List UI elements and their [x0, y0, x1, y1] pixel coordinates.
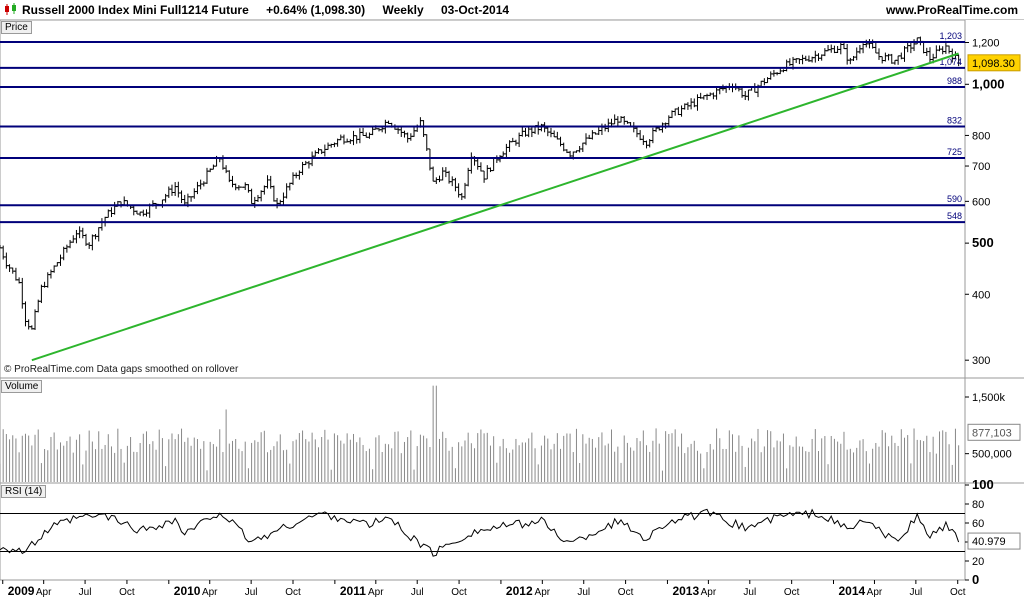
instrument-name: Russell 2000 Index Mini Full1214 Future	[22, 3, 249, 17]
x-axis-label: Jul	[245, 587, 258, 598]
x-axis-label: Apr	[202, 587, 218, 598]
rsi-axis-label: 100	[972, 477, 994, 492]
chart-date: 03-Oct-2014	[441, 3, 510, 17]
last-rsi-box	[967, 532, 1021, 550]
chart-title: Russell 2000 Index Mini Full1214 Future …	[22, 3, 523, 17]
level-label: 590	[947, 194, 962, 204]
price-panel-label[interactable]: Price	[1, 21, 32, 34]
last-volume-box	[967, 423, 1021, 441]
x-axis-label: Jul	[909, 587, 922, 598]
price-axis-label: 1,000	[972, 76, 1005, 91]
level-label: 1,074	[939, 57, 962, 67]
x-axis-label: Apr	[535, 587, 551, 598]
price-axis-label: 300	[972, 355, 990, 367]
x-axis-label: 2010	[174, 584, 201, 598]
rsi-axis-label: 0	[972, 572, 979, 587]
level-label: 725	[947, 147, 962, 157]
x-axis-label: Apr	[701, 587, 717, 598]
x-axis-label: Jul	[411, 587, 424, 598]
volume-axis-label: 1,500k	[972, 392, 1006, 404]
x-axis-label: Jul	[743, 587, 756, 598]
x-axis-label: Apr	[36, 587, 52, 598]
price-change: +0.64% (1,098.30)	[266, 3, 366, 17]
candlestick-logo-icon	[5, 3, 16, 15]
last-volume-value: 877,103	[972, 427, 1012, 439]
x-axis-label: Apr	[867, 587, 883, 598]
last-price-value: 1,098.30	[972, 58, 1015, 70]
price-axis-label: 800	[972, 130, 990, 142]
x-axis-label: Oct	[784, 587, 800, 598]
x-axis-label: 2012	[506, 584, 533, 598]
rsi-panel-label[interactable]: RSI (14)	[1, 485, 47, 498]
volume-panel-label[interactable]: Volume	[1, 380, 43, 393]
rsi-line	[0, 508, 960, 557]
x-axis-label: Jul	[79, 587, 92, 598]
x-axis-label: Oct	[618, 587, 634, 598]
x-axis-label: 2013	[672, 584, 699, 598]
timeframe[interactable]: Weekly	[382, 3, 424, 17]
price-axis-label: 500	[972, 235, 994, 250]
x-axis-label: 2011	[340, 584, 366, 598]
price-axis-label: 1,200	[972, 38, 1000, 50]
rsi-axis-label: 60	[972, 518, 984, 530]
rsi-axis-label: 80	[972, 499, 984, 511]
price-axis-label: 400	[972, 289, 990, 301]
chart-header: Russell 2000 Index Mini Full1214 Future …	[0, 0, 1024, 20]
price-axis-label: 700	[972, 161, 990, 173]
x-axis-label: Oct	[451, 587, 467, 598]
volume-axis-label: 500,000	[972, 449, 1012, 461]
level-label: 548	[947, 211, 962, 221]
plot-frame	[0, 19, 966, 581]
last-rsi-value: 40.979	[972, 536, 1006, 548]
watermark: © ProRealTime.com Data gaps smoothed on …	[4, 364, 239, 375]
x-axis-label: 2014	[839, 584, 866, 598]
site-url[interactable]: www.ProRealTime.com	[885, 3, 1018, 17]
trendline	[31, 52, 959, 362]
level-label: 988	[947, 76, 962, 86]
price-axis-label: 600	[972, 196, 990, 208]
last-price-box	[967, 54, 1021, 72]
x-axis-label: Oct	[950, 587, 966, 598]
level-label: 1,203	[939, 31, 962, 41]
rsi-axis-label: 20	[972, 556, 984, 568]
x-axis-label: 2009	[8, 584, 35, 598]
x-axis-label: Apr	[368, 587, 384, 598]
x-axis-label: Oct	[285, 587, 301, 598]
x-axis-label: Jul	[577, 587, 590, 598]
level-label: 832	[947, 115, 962, 125]
x-axis-label: Oct	[119, 587, 135, 598]
